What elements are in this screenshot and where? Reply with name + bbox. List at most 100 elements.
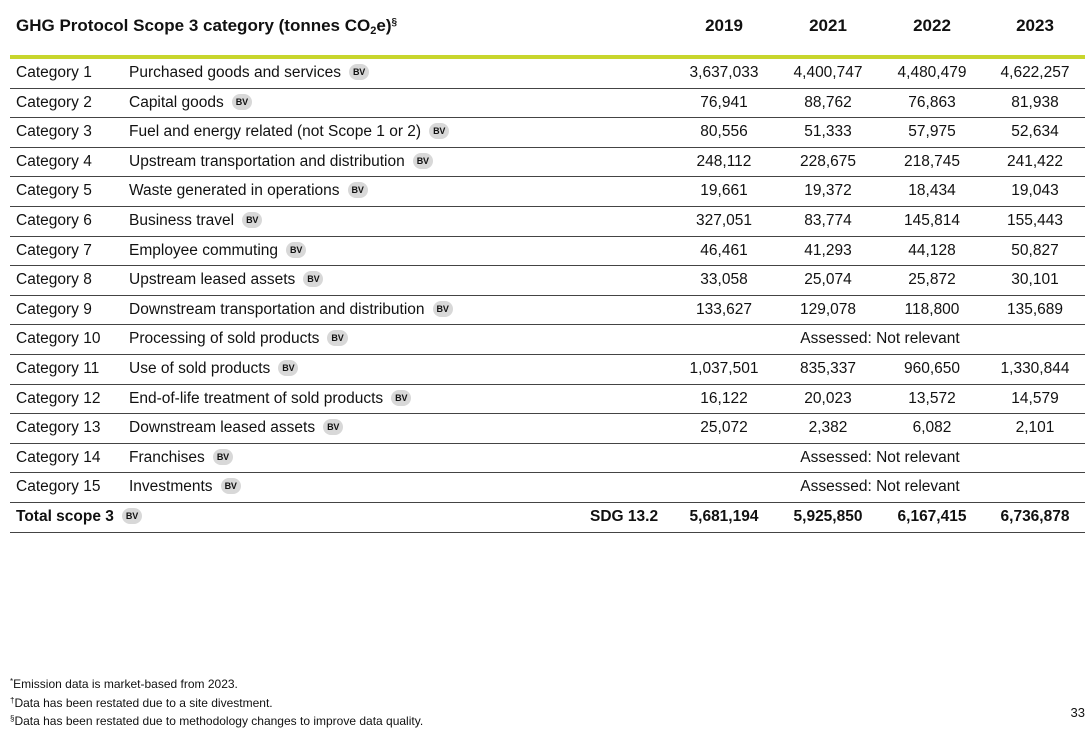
bv-badge: BV xyxy=(347,182,368,199)
bv-badge: BV xyxy=(220,478,241,495)
total-value-2022: 6,167,415 xyxy=(897,507,967,525)
footnote-mark: § xyxy=(10,714,15,723)
value-2022: 218,745 xyxy=(903,152,961,170)
category-label: Category 8 xyxy=(16,271,92,289)
table-row: Category 8 Upstream leased assets BV 33,058… xyxy=(10,266,1085,296)
bv-badge: BV xyxy=(348,64,370,80)
value-2023: 81,938 xyxy=(1011,93,1059,111)
value-2021: 4,400,747 xyxy=(793,64,863,81)
category-label: Category 14 xyxy=(16,448,101,466)
footnote: *Emission data is market-based from 2023… xyxy=(10,674,423,693)
bv-badge: BV xyxy=(429,123,450,140)
value-2022: 76,863 xyxy=(908,93,956,111)
value-2019: 46,461 xyxy=(700,241,748,259)
category-label: Category 5 xyxy=(16,182,92,200)
footnote: †Data has been restated due to a site di… xyxy=(10,693,423,712)
category-description: Fuel and energy related (not Scope 1 or … xyxy=(129,123,450,141)
column-header-2021: 2021 xyxy=(809,16,847,35)
table-row: Category 14 Franchises BV Assessed: Not rel… xyxy=(10,444,1085,474)
description-text: Business travel xyxy=(129,211,235,229)
column-header-2022: 2022 xyxy=(913,16,951,35)
value-2019: 25,072 xyxy=(700,419,748,437)
value-2019: 33,058 xyxy=(700,271,748,289)
value-2022: 44,128 xyxy=(908,241,956,259)
category-description: Franchises BV xyxy=(129,448,233,467)
category-description: Investments BV xyxy=(129,478,241,496)
value-2023: 30,101 xyxy=(1011,271,1059,289)
table-row: Category 1 Purchased goods and services BV… xyxy=(10,59,1085,89)
sdg-label: SDG 13.2 xyxy=(590,507,659,525)
value-2022: 6,082 xyxy=(912,419,952,437)
category-description: Waste generated in operations BV xyxy=(129,182,368,200)
value-2023: 19,043 xyxy=(1011,182,1059,200)
value-2022: 4,480,479 xyxy=(897,64,967,81)
footnote-text: Data has been restated due to methodolog… xyxy=(14,714,424,728)
description-text: Investments xyxy=(129,478,213,496)
not-relevant-note: Assessed: Not relevant xyxy=(800,478,960,496)
value-2019: 19,661 xyxy=(700,182,748,200)
not-relevant-note: Assessed: Not relevant xyxy=(800,448,960,466)
bv-badge: BV xyxy=(391,389,412,406)
description-text: Purchased goods and services xyxy=(129,64,341,81)
bv-badge: BV xyxy=(323,419,344,436)
value-2023: 50,827 xyxy=(1011,241,1059,259)
value-2021: 25,074 xyxy=(804,271,852,289)
column-header-2019: 2019 xyxy=(705,16,743,35)
footnote: §Data has been restated due to methodolo… xyxy=(10,711,423,730)
value-2021: 88,762 xyxy=(804,93,852,111)
value-2023: 4,622,257 xyxy=(1000,64,1070,81)
description-text: Processing of sold products xyxy=(129,330,320,348)
page-number: 33 xyxy=(1070,705,1085,720)
footnotes: *Emission data is market-based from 2023… xyxy=(10,674,423,730)
category-description: Upstream leased assets BV xyxy=(129,271,324,289)
total-label: Total scope 3 BV xyxy=(16,507,143,526)
bv-badge: BV xyxy=(121,507,143,524)
value-2022: 145,814 xyxy=(903,211,961,229)
value-2022: 960,650 xyxy=(903,359,961,377)
value-2021: 19,372 xyxy=(804,182,852,200)
table-row: Category 13 Downstream leased assets BV 25,… xyxy=(10,414,1085,444)
total-value-2023: 6,736,878 xyxy=(1000,507,1070,525)
column-header-2023: 2023 xyxy=(1016,16,1054,35)
value-2022: 57,975 xyxy=(908,123,956,141)
value-2023: 14,579 xyxy=(1011,389,1059,407)
footnote-text: Data has been restated due to a site div… xyxy=(14,695,273,710)
table-header: GHG Protocol Scope 3 category (tonnes CO… xyxy=(10,0,1085,59)
value-2022: 18,434 xyxy=(908,182,956,200)
table-row: Category 4 Upstream transportation and di… xyxy=(10,148,1085,178)
category-description: Capital goods BV xyxy=(129,93,252,112)
category-label: Category 6 xyxy=(16,211,92,229)
bv-badge: BV xyxy=(212,448,233,465)
total-label-text: Total scope 3 xyxy=(16,507,114,525)
value-2019: 3,637,033 xyxy=(689,64,759,81)
value-2021: 20,023 xyxy=(804,389,852,407)
table-row: Category 15 Investments BV Assessed: Not re… xyxy=(10,473,1085,503)
value-2019: 133,627 xyxy=(695,300,753,318)
category-label: Category 11 xyxy=(16,359,100,377)
footnote-text: Emission data is market-based from 2023. xyxy=(13,677,238,691)
value-2019: 16,122 xyxy=(700,389,748,407)
total-row: Total scope 3 BV SDG 13.2 5,681,194 5,925,85… xyxy=(10,503,1085,533)
table-body: Category 1 Purchased goods and services BV… xyxy=(10,59,1085,533)
description-text: Upstream transportation and distribution xyxy=(129,152,405,170)
bv-badge: BV xyxy=(278,359,299,376)
bv-badge: BV xyxy=(432,300,453,317)
description-text: Waste generated in operations xyxy=(129,182,340,200)
footnote-mark: * xyxy=(10,677,14,686)
value-2023: 52,634 xyxy=(1011,123,1059,141)
table-row: Category 3 Fuel and energy related (not S… xyxy=(10,118,1085,148)
category-description: Business travel BV xyxy=(129,211,263,230)
description-text: Downstream leased assets xyxy=(129,419,316,437)
value-2021: 41,293 xyxy=(804,241,852,259)
category-label: Category 9 xyxy=(16,300,92,318)
category-label: Category 13 xyxy=(16,419,101,437)
category-description: Downstream leased assets BV xyxy=(129,419,344,437)
category-label: Category 3 xyxy=(16,123,92,141)
value-2023: 241,422 xyxy=(1006,152,1064,170)
category-description: Employee commuting BV xyxy=(129,241,307,260)
description-text: Downstream transportation and distributi… xyxy=(129,300,425,318)
bv-badge: BV xyxy=(231,93,252,110)
bv-badge: BV xyxy=(303,271,324,288)
value-2021: 228,675 xyxy=(799,152,857,170)
category-label: Category 4 xyxy=(16,152,92,170)
